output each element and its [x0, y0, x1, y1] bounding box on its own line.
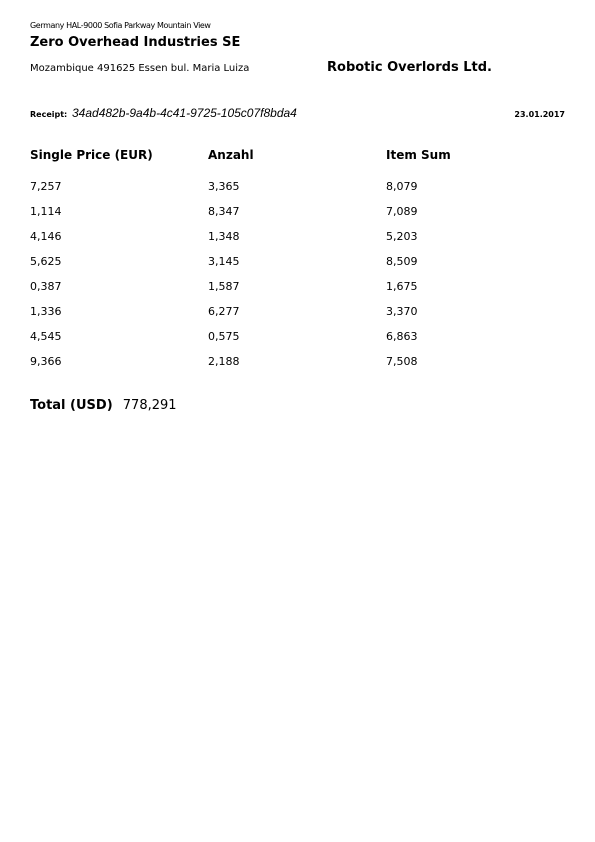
table-row: 7,257 3,365 8,079: [30, 166, 506, 205]
receipt-date: 23.01.2017: [514, 110, 565, 119]
cell-item-sum: 7,508: [386, 355, 418, 368]
cell-single-price: 4,146: [30, 230, 62, 243]
cell-quantity: 3,365: [208, 180, 240, 193]
cell-quantity: 1,348: [208, 230, 240, 243]
receipt-label: Receipt:: [30, 110, 68, 119]
cell-quantity: 1,587: [208, 280, 240, 293]
table-row: 9,366 2,188 7,508: [30, 355, 506, 380]
cell-quantity: 2,188: [208, 355, 240, 368]
cell-quantity: 6,277: [208, 305, 240, 318]
cell-item-sum: 5,203: [386, 230, 418, 243]
cell-item-sum: 8,079: [386, 180, 418, 193]
sender-address: Mozambique 491625 Essen bul. Maria Luiza: [30, 63, 250, 74]
cell-quantity: 3,145: [208, 255, 240, 268]
cell-item-sum: 6,863: [386, 330, 418, 343]
cell-single-price: 7,257: [30, 180, 62, 193]
total-label: Total (USD): [30, 398, 113, 413]
cell-item-sum: 1,675: [386, 280, 418, 293]
cell-single-price: 0,387: [30, 280, 62, 293]
cell-single-price: 1,336: [30, 305, 62, 318]
table-row: 4,545 0,575 6,863: [30, 330, 506, 355]
table-row: 5,625 3,145 8,509: [30, 255, 506, 280]
cell-single-price: 5,625: [30, 255, 62, 268]
items-table: Single Price (EUR) Anzahl Item Sum 7,257…: [30, 148, 506, 380]
table-row: 1,114 8,347 7,089: [30, 205, 506, 230]
table-header-row: Single Price (EUR) Anzahl Item Sum: [30, 148, 506, 166]
header-quantity: Anzahl: [208, 148, 254, 162]
receipt-id: 34ad482b-9a4b-4c41-9725-105c07f8bda4: [72, 106, 297, 120]
sender-line: Germany HAL-9000 Sofia Parkway Mountain …: [30, 21, 211, 30]
cell-item-sum: 8,509: [386, 255, 418, 268]
cell-single-price: 1,114: [30, 205, 62, 218]
company-name: Zero Overhead Industries SE: [30, 35, 241, 50]
total-line: Total (USD) 778,291: [30, 398, 177, 413]
cell-single-price: 9,366: [30, 355, 62, 368]
recipient-name: Robotic Overlords Ltd.: [327, 60, 492, 75]
header-single-price: Single Price (EUR): [30, 148, 153, 162]
cell-item-sum: 7,089: [386, 205, 418, 218]
table-row: 1,336 6,277 3,370: [30, 305, 506, 330]
header-item-sum: Item Sum: [386, 148, 451, 162]
total-value: 778,291: [122, 398, 177, 413]
cell-item-sum: 3,370: [386, 305, 418, 318]
cell-single-price: 4,545: [30, 330, 62, 343]
table-row: 0,387 1,587 1,675: [30, 280, 506, 305]
table-row: 4,146 1,348 5,203: [30, 230, 506, 255]
cell-quantity: 8,347: [208, 205, 240, 218]
cell-quantity: 0,575: [208, 330, 240, 343]
